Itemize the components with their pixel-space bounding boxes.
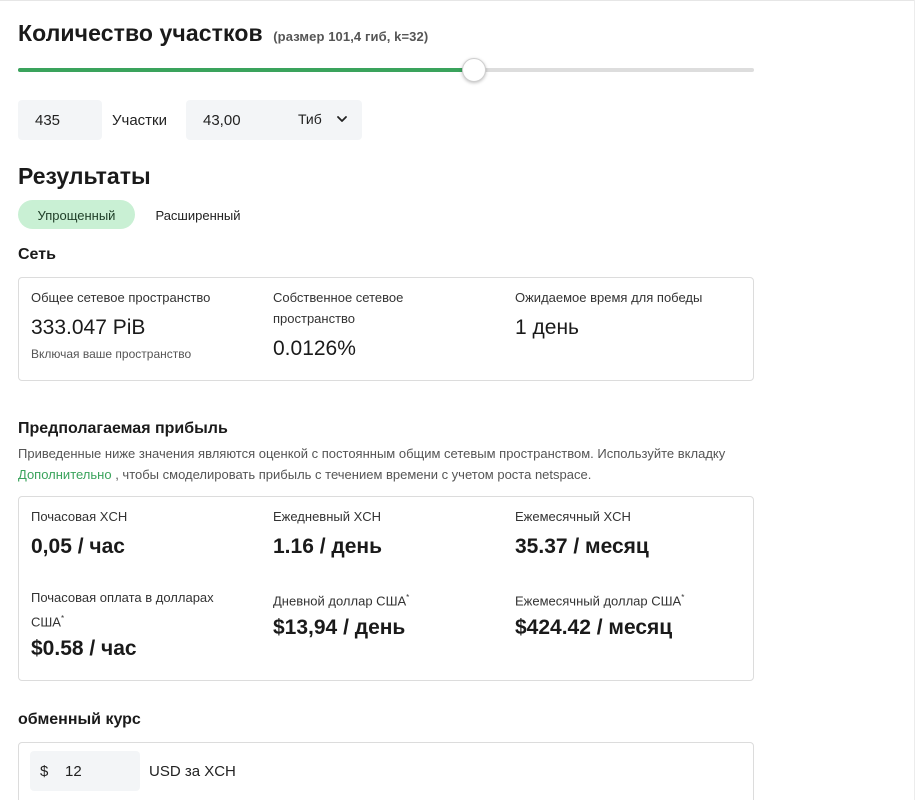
hourly-xch-label: Почасовая XCH: [31, 509, 128, 524]
total-netspace-label: Общее сетевое пространство: [31, 290, 211, 305]
daily-usd-label: Дневной доллар США*: [273, 587, 409, 611]
plot-count-title: Количество участков: [18, 20, 263, 46]
daily-xch-label: Ежедневный XCH: [273, 509, 382, 524]
slider-fill: [18, 68, 474, 72]
storage-size-input[interactable]: 43,00 Тиб: [186, 100, 362, 140]
monthly-usd-label: Ежемесячный доллар США*: [515, 587, 684, 611]
storage-unit-select[interactable]: Тиб: [298, 111, 322, 127]
tab-advanced[interactable]: Расширенный: [155, 208, 241, 223]
plot-count-label: Участки: [112, 112, 167, 129]
own-netspace-value: 0.0126%: [273, 337, 356, 360]
hourly-usd-label-text: Почасовая оплата в долларах США: [31, 590, 214, 630]
time-to-win-value: 1 день: [515, 316, 579, 339]
profit-card: Почасовая XCH 0,05 / час Ежедневный XCH …: [18, 496, 754, 681]
advanced-link[interactable]: Дополнительно: [18, 467, 112, 482]
network-heading: Сеть: [18, 246, 56, 263]
hourly-usd-label: Почасовая оплата в долларах США*: [31, 587, 246, 632]
monthly-usd-value: $424.42 / месяц: [515, 616, 673, 639]
total-netspace-value: 333.047 PiB: [31, 316, 146, 339]
time-to-win-label: Ожидаемое время для победы: [515, 290, 703, 305]
exchange-rate-card: [18, 742, 754, 800]
asterisk-mark: *: [406, 593, 410, 602]
daily-xch-value: 1.16 / день: [273, 535, 382, 558]
plot-size-subtitle: (размер 101,4 гиб, k=32): [273, 29, 429, 44]
exchange-rate-heading: обменный курс: [18, 711, 141, 728]
plot-count-slider[interactable]: [18, 58, 754, 82]
profit-description: Приведенные ниже значения являются оценк…: [18, 443, 758, 485]
daily-usd-label-text: Дневной доллар США: [273, 593, 407, 609]
slider-thumb[interactable]: [462, 58, 486, 82]
exchange-rate-input[interactable]: $ 12: [30, 751, 140, 791]
exchange-rate-value[interactable]: 12: [65, 763, 82, 780]
chevron-down-icon[interactable]: [336, 113, 348, 125]
total-netspace-note: Включая ваше пространство: [31, 347, 192, 361]
profit-description-text-end: , чтобы смоделировать прибыль с течением…: [115, 467, 592, 482]
top-border: [0, 0, 915, 3]
storage-size-value[interactable]: 43,00: [203, 112, 241, 129]
currency-symbol: $: [40, 763, 49, 780]
profit-heading: Предполагаемая прибыль: [18, 420, 228, 437]
monthly-usd-label-text: Ежемесячный доллар США: [515, 593, 682, 609]
asterisk-mark: *: [60, 614, 65, 623]
hourly-xch-value: 0,05 / час: [31, 535, 125, 558]
tab-simple[interactable]: Упрощенный: [18, 200, 135, 229]
profit-description-text: Приведенные ниже значения являются оценк…: [18, 446, 726, 461]
daily-usd-value: $13,94 / день: [273, 616, 406, 639]
asterisk-mark: *: [681, 593, 685, 602]
hourly-usd-value: $0.58 / час: [31, 637, 137, 660]
results-heading: Результаты: [18, 163, 151, 189]
monthly-xch-label: Ежемесячный XCH: [515, 509, 631, 524]
network-card: Общее сетевое пространство 333.047 PiB В…: [18, 277, 754, 381]
plot-count-heading: Количество участков (размер 101,4 гиб, k…: [18, 20, 428, 47]
plot-count-input[interactable]: 435: [18, 100, 102, 140]
own-netspace-label: Собственное сетевое пространство: [273, 290, 404, 326]
monthly-xch-value: 35.37 / месяц: [515, 535, 649, 558]
exchange-rate-unit: USD за XCH: [149, 763, 236, 780]
